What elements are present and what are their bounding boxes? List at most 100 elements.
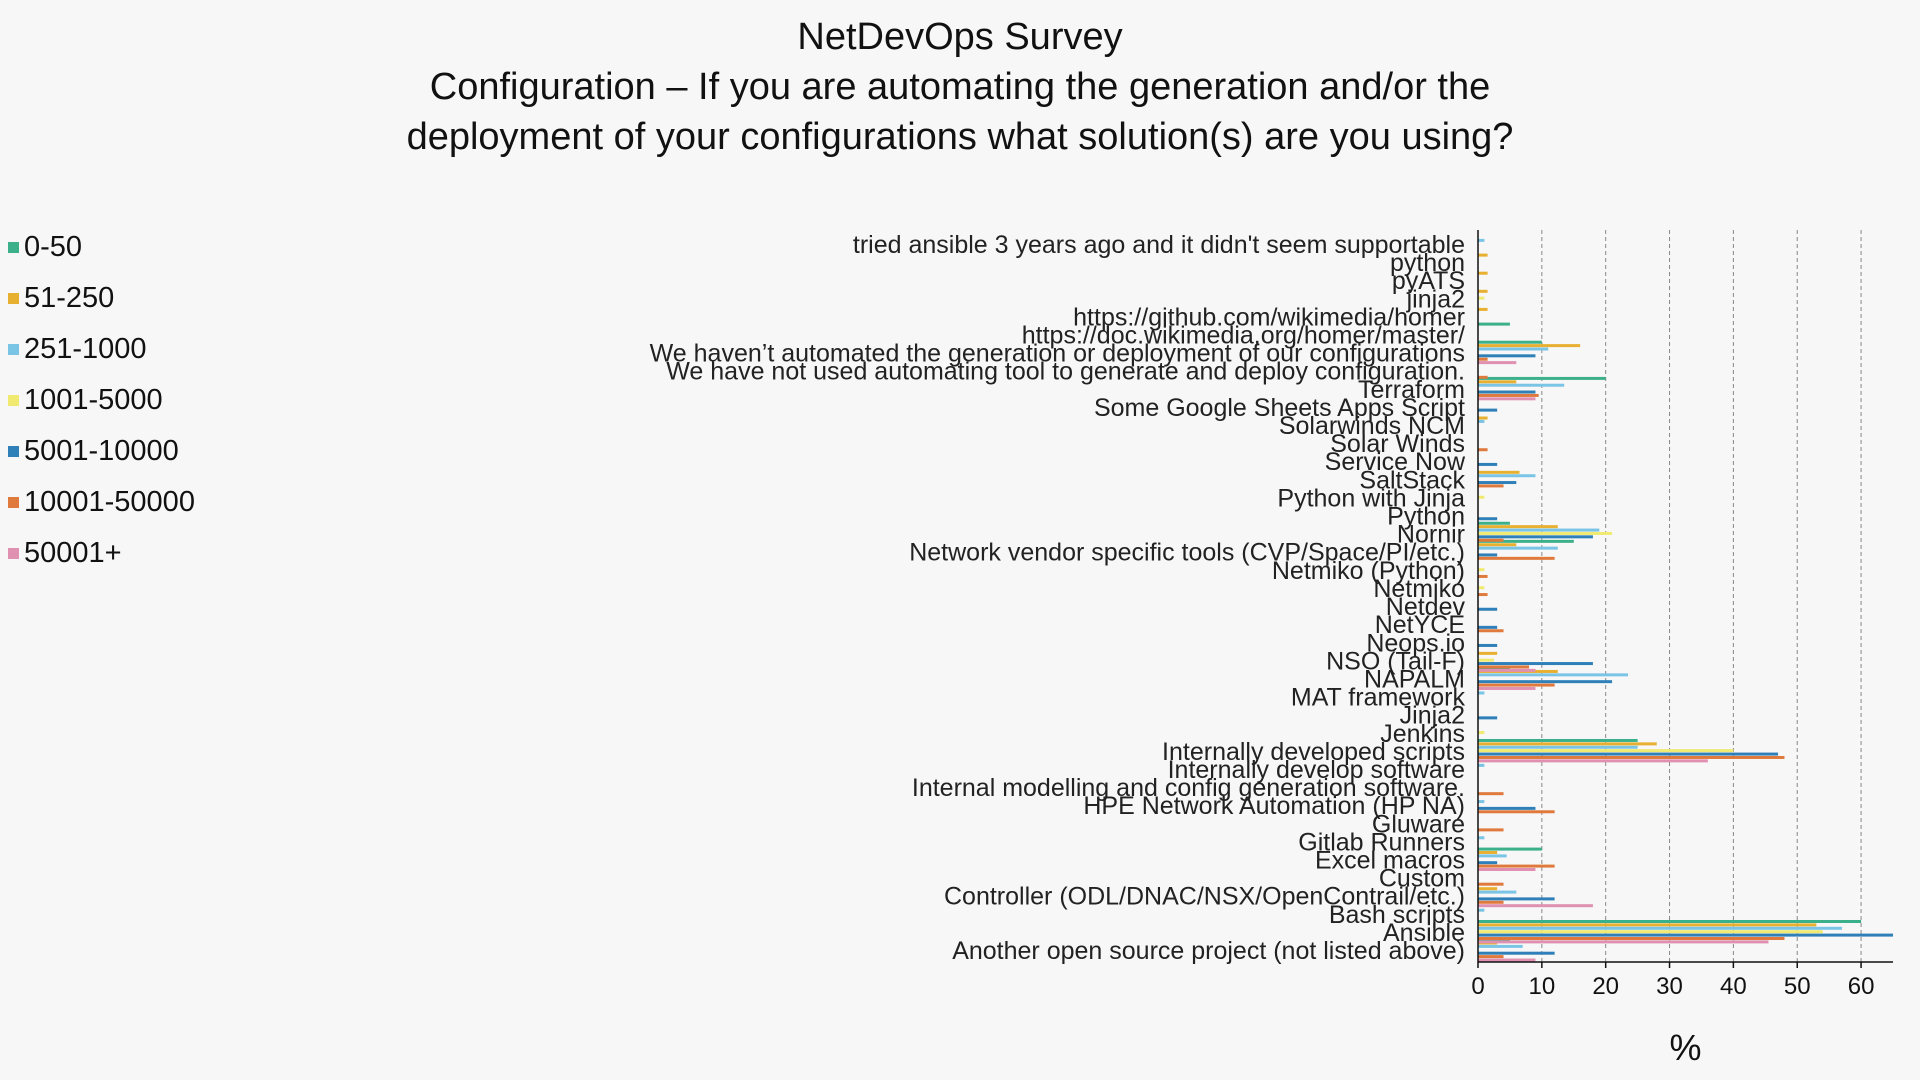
bar (1478, 344, 1581, 348)
category-label: SaltStack (1359, 466, 1465, 494)
legend-swatch (8, 497, 19, 508)
category-label: Controller (ODL/DNAC/NSX/OpenContrail/et… (944, 883, 1465, 911)
category-label: Neops.io (1366, 629, 1465, 657)
bar (1478, 253, 1488, 257)
bar (1478, 890, 1517, 894)
bar (1478, 923, 1817, 927)
bar (1478, 847, 1542, 851)
bar (1478, 745, 1638, 749)
bar (1478, 759, 1708, 763)
category-label: Custom (1379, 865, 1465, 893)
bar (1478, 574, 1488, 578)
category-label: Netmiko (1373, 575, 1465, 603)
bar (1478, 882, 1504, 886)
category-label: python (1390, 249, 1465, 277)
category-label: NAPALM (1364, 665, 1465, 693)
bar (1478, 867, 1536, 871)
bar (1478, 625, 1498, 629)
category-label: Bash scripts (1329, 901, 1465, 929)
category-label: HPE Network Automation (HP NA) (1083, 792, 1465, 820)
bar (1478, 951, 1555, 955)
legend-item: 0-50 (8, 222, 195, 273)
bar (1478, 525, 1558, 529)
bar (1478, 484, 1504, 488)
bar (1478, 462, 1498, 466)
legend-label: 0-50 (24, 231, 83, 263)
category-label: Jinja2 (1400, 702, 1465, 730)
category-label: Jenkins (1380, 720, 1465, 748)
bar (1478, 528, 1600, 532)
category-label: We have not used automating tool to gene… (666, 358, 1465, 386)
bar (1478, 828, 1504, 832)
bar (1478, 763, 1485, 767)
legend-item: 10001-50000 (8, 477, 195, 528)
bar (1478, 238, 1485, 242)
bar (1478, 686, 1536, 690)
bar (1478, 354, 1536, 358)
bar (1478, 408, 1498, 412)
legend-label: 50001+ (24, 537, 122, 569)
category-label: Nornir (1397, 521, 1465, 549)
category-label: https://github.com/wikimedia/homer (1073, 303, 1465, 331)
bar (1478, 731, 1485, 735)
category-label: Service Now (1325, 448, 1466, 476)
bar (1478, 908, 1485, 912)
category-label: Ansible (1383, 919, 1465, 947)
bar (1478, 553, 1498, 557)
x-tick-label: 40 (1720, 973, 1747, 1000)
legend-swatch (8, 344, 19, 355)
category-label: https://doc.wikimedia.org/homer/master/ (1022, 322, 1465, 350)
bar (1478, 397, 1536, 401)
category-label: pyATS (1392, 267, 1465, 295)
chart-subtitle-line-1: Configuration – If you are automating th… (429, 66, 1491, 108)
bar (1478, 673, 1629, 677)
bar (1478, 448, 1488, 452)
category-label: Python (1387, 503, 1465, 531)
category-label: Solarwinds NCM (1279, 412, 1465, 440)
bar (1478, 296, 1485, 300)
bar (1478, 662, 1593, 666)
bar (1478, 322, 1510, 326)
bar (1478, 535, 1593, 539)
bar (1478, 416, 1488, 420)
bar (1478, 854, 1507, 858)
bar (1478, 593, 1488, 597)
legend-label: 51-250 (24, 282, 115, 314)
x-tick-label: 10 (1528, 973, 1555, 1000)
bar (1478, 836, 1485, 840)
category-label: jinja2 (1406, 285, 1465, 313)
bar (1478, 658, 1494, 662)
legend-swatch (8, 242, 19, 253)
bar (1478, 543, 1517, 547)
bar (1478, 380, 1517, 384)
legend-label: 251-1000 (24, 333, 147, 365)
bar (1478, 531, 1613, 535)
category-label: Solar Winds (1330, 430, 1465, 458)
bar (1478, 904, 1593, 908)
x-tick-label: 20 (1592, 973, 1619, 1000)
bar (1478, 517, 1498, 521)
bar (1478, 683, 1555, 687)
bar (1478, 651, 1498, 655)
bar (1478, 556, 1555, 560)
x-tick-label: 30 (1656, 973, 1683, 1000)
bar (1478, 340, 1542, 344)
bar (1478, 926, 1842, 930)
bar (1478, 749, 1734, 753)
bar (1478, 936, 1785, 940)
bar (1478, 900, 1504, 904)
category-label: Gitlab Runners (1298, 828, 1465, 856)
bar (1478, 357, 1488, 361)
category-label: Netmiko (Python) (1272, 557, 1465, 585)
bar (1478, 933, 1893, 937)
bar (1478, 607, 1498, 611)
bar (1478, 390, 1536, 394)
x-tick-label: 60 (1848, 973, 1875, 1000)
category-label: Internally developed scripts (1162, 738, 1465, 766)
category-label: tried ansible 3 years ago and it didn't … (853, 231, 1465, 259)
chart-title: NetDevOps Survey (797, 16, 1123, 58)
bar (1478, 665, 1530, 669)
bar (1478, 586, 1485, 590)
bar (1478, 958, 1536, 962)
